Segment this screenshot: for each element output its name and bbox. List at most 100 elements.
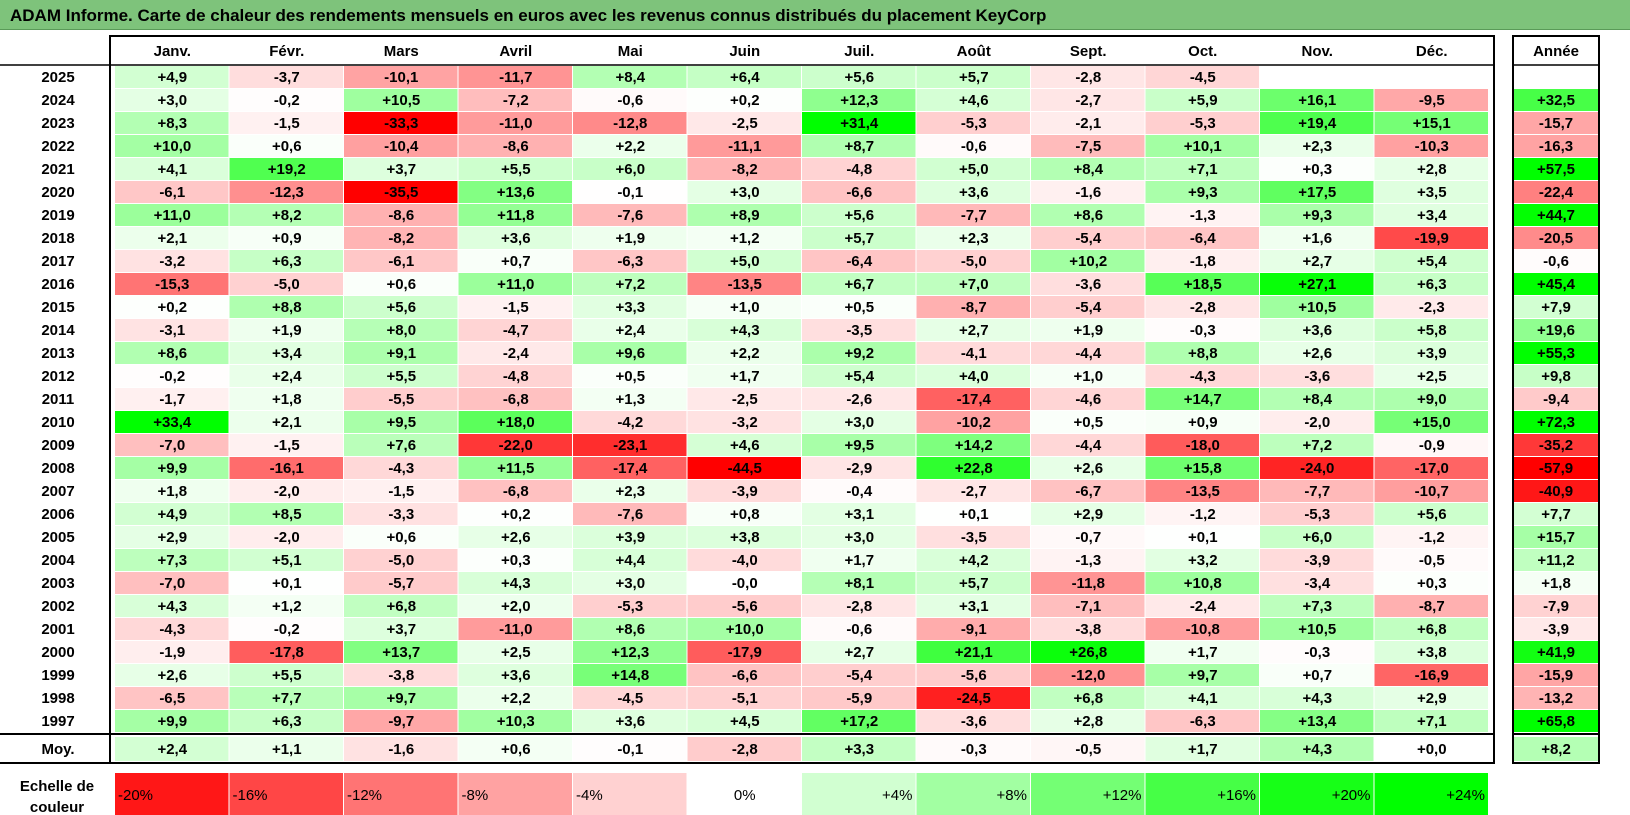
cell-value: -3,6 xyxy=(1075,276,1101,293)
heat-cell xyxy=(1374,227,1488,249)
heat-cell xyxy=(573,618,687,640)
year-label: 1999 xyxy=(41,667,74,684)
heat-cell xyxy=(1031,342,1145,364)
heat-cell xyxy=(687,273,801,295)
cell-value: +0,9 xyxy=(272,230,302,247)
heat-cell xyxy=(115,89,229,111)
cell-value: -5,6 xyxy=(961,667,987,684)
cell-value: +5,0 xyxy=(959,161,989,178)
year-label: 2025 xyxy=(41,69,74,86)
cell-value: +3,4 xyxy=(1417,207,1447,224)
heat-cell xyxy=(573,503,687,525)
cell-value: +0,2 xyxy=(501,506,531,523)
heat-cell xyxy=(115,365,229,387)
average-cell xyxy=(1145,737,1259,761)
cell-value: +2,4 xyxy=(615,322,645,339)
heat-cell xyxy=(344,66,458,88)
average-value: -0,3 xyxy=(961,741,987,758)
heat-cell xyxy=(802,549,916,571)
cell-value: -1,3 xyxy=(1190,207,1216,224)
cell-value: -24,5 xyxy=(957,690,991,707)
heat-cell xyxy=(687,388,801,410)
cell-value: +3,1 xyxy=(844,506,874,523)
heat-cell xyxy=(687,365,801,387)
year-label: 2000 xyxy=(41,644,74,661)
annual-cell xyxy=(1514,319,1598,341)
heat-cell xyxy=(1374,526,1488,548)
heat-cell xyxy=(229,664,343,686)
cell-value: -4,3 xyxy=(388,460,414,477)
heat-cell xyxy=(573,664,687,686)
color-scale-swatch xyxy=(1145,773,1259,815)
cell-value: +3,6 xyxy=(615,713,645,730)
heat-cell xyxy=(573,319,687,341)
heat-cell xyxy=(115,411,229,433)
heat-cell xyxy=(458,388,572,410)
cell-value: +2,6 xyxy=(1073,460,1103,477)
heat-cell xyxy=(1031,641,1145,663)
heat-cell xyxy=(1031,595,1145,617)
cell-value: +8,6 xyxy=(615,621,645,638)
cell-value: -13,5 xyxy=(1186,483,1220,500)
heat-cell xyxy=(802,342,916,364)
heat-cell xyxy=(229,526,343,548)
heat-cell xyxy=(802,181,916,203)
heat-cell xyxy=(229,480,343,502)
heat-cell xyxy=(1260,273,1374,295)
cell-value: -6,3 xyxy=(617,253,643,270)
heat-cell xyxy=(1374,710,1488,732)
average-cell xyxy=(802,737,916,761)
cell-value: -4,6 xyxy=(1075,391,1101,408)
cell-value: -4,1 xyxy=(961,345,987,362)
heat-cell xyxy=(1145,319,1259,341)
heat-cell xyxy=(916,89,1030,111)
cell-value: +0,6 xyxy=(386,529,416,546)
cell-value: -33,3 xyxy=(384,115,418,132)
heat-cell xyxy=(1145,434,1259,456)
annual-cell xyxy=(1514,89,1598,111)
cell-value: +9,9 xyxy=(157,460,187,477)
heat-cell xyxy=(115,434,229,456)
cell-value: -13,5 xyxy=(728,276,762,293)
heat-cell xyxy=(916,66,1030,88)
year-label: 2024 xyxy=(41,92,75,109)
year-label: 1998 xyxy=(41,690,74,707)
color-scale-stop-label: -4% xyxy=(576,787,603,804)
annual-cell xyxy=(1514,365,1598,387)
heat-cell xyxy=(802,296,916,318)
cell-value: +1,0 xyxy=(1073,368,1103,385)
heat-cell xyxy=(1031,618,1145,640)
heat-cell xyxy=(916,480,1030,502)
annual-cell xyxy=(1514,158,1598,180)
cell-value: -24,0 xyxy=(1300,460,1334,477)
cell-value: +9,9 xyxy=(157,713,187,730)
heat-cell xyxy=(802,273,916,295)
heat-cell xyxy=(1260,549,1374,571)
cell-value: +5,4 xyxy=(844,368,874,385)
cell-value: -1,2 xyxy=(1419,529,1445,546)
year-label: 2012 xyxy=(41,368,74,385)
cell-value: +4,3 xyxy=(1302,690,1332,707)
heat-cell xyxy=(115,618,229,640)
annual-value: -16,3 xyxy=(1539,138,1573,155)
heat-cell xyxy=(573,204,687,226)
heat-cell xyxy=(229,411,343,433)
heat-cell xyxy=(916,273,1030,295)
heat-cell xyxy=(687,664,801,686)
heat-cell xyxy=(1145,112,1259,134)
cell-value: +5,6 xyxy=(844,207,874,224)
heat-cell xyxy=(573,135,687,157)
cell-value: -4,4 xyxy=(1075,345,1102,362)
annual-value: -0,6 xyxy=(1543,253,1569,270)
heat-cell xyxy=(458,319,572,341)
cell-value: +6,8 xyxy=(1073,690,1103,707)
heat-cell xyxy=(458,273,572,295)
cell-value: +16,1 xyxy=(1298,92,1336,109)
heat-cell xyxy=(687,641,801,663)
year-label: 2013 xyxy=(41,345,74,362)
heat-cell xyxy=(1260,204,1374,226)
cell-value: +2,7 xyxy=(844,644,874,661)
cell-value: +6,3 xyxy=(272,713,302,730)
cell-value: -3,2 xyxy=(159,253,185,270)
cell-value: +3,3 xyxy=(615,299,645,316)
